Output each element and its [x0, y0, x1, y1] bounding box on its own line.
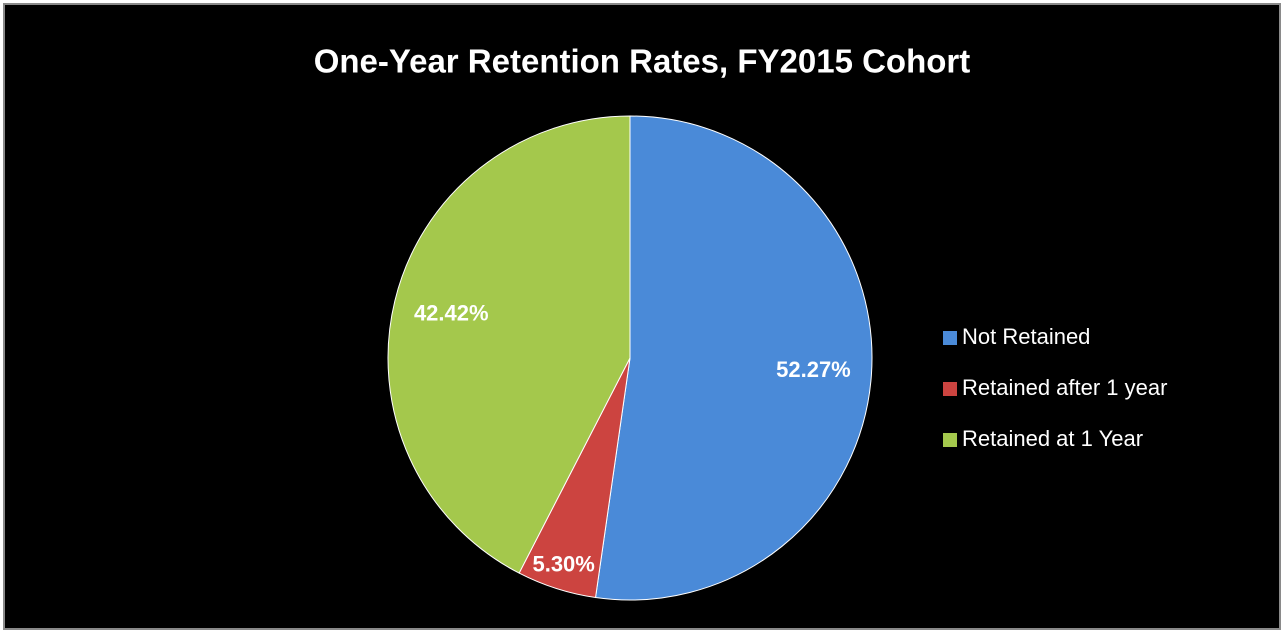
legend-label: Not Retained: [962, 324, 1090, 349]
legend-label: Retained at 1 Year: [962, 426, 1143, 451]
data-label: 52.27%: [776, 357, 851, 382]
pie-slice: [387, 115, 631, 574]
legend-label: Retained after 1 year: [962, 375, 1167, 400]
legend-swatch: [943, 433, 957, 447]
data-label: 5.30%: [532, 551, 594, 576]
legend-swatch: [943, 331, 957, 345]
chart-title: One-Year Retention Rates, FY2015 Cohort: [314, 43, 971, 80]
data-label: 42.42%: [414, 300, 489, 325]
legend-swatch: [943, 382, 957, 396]
pie-slice: [594, 115, 873, 601]
